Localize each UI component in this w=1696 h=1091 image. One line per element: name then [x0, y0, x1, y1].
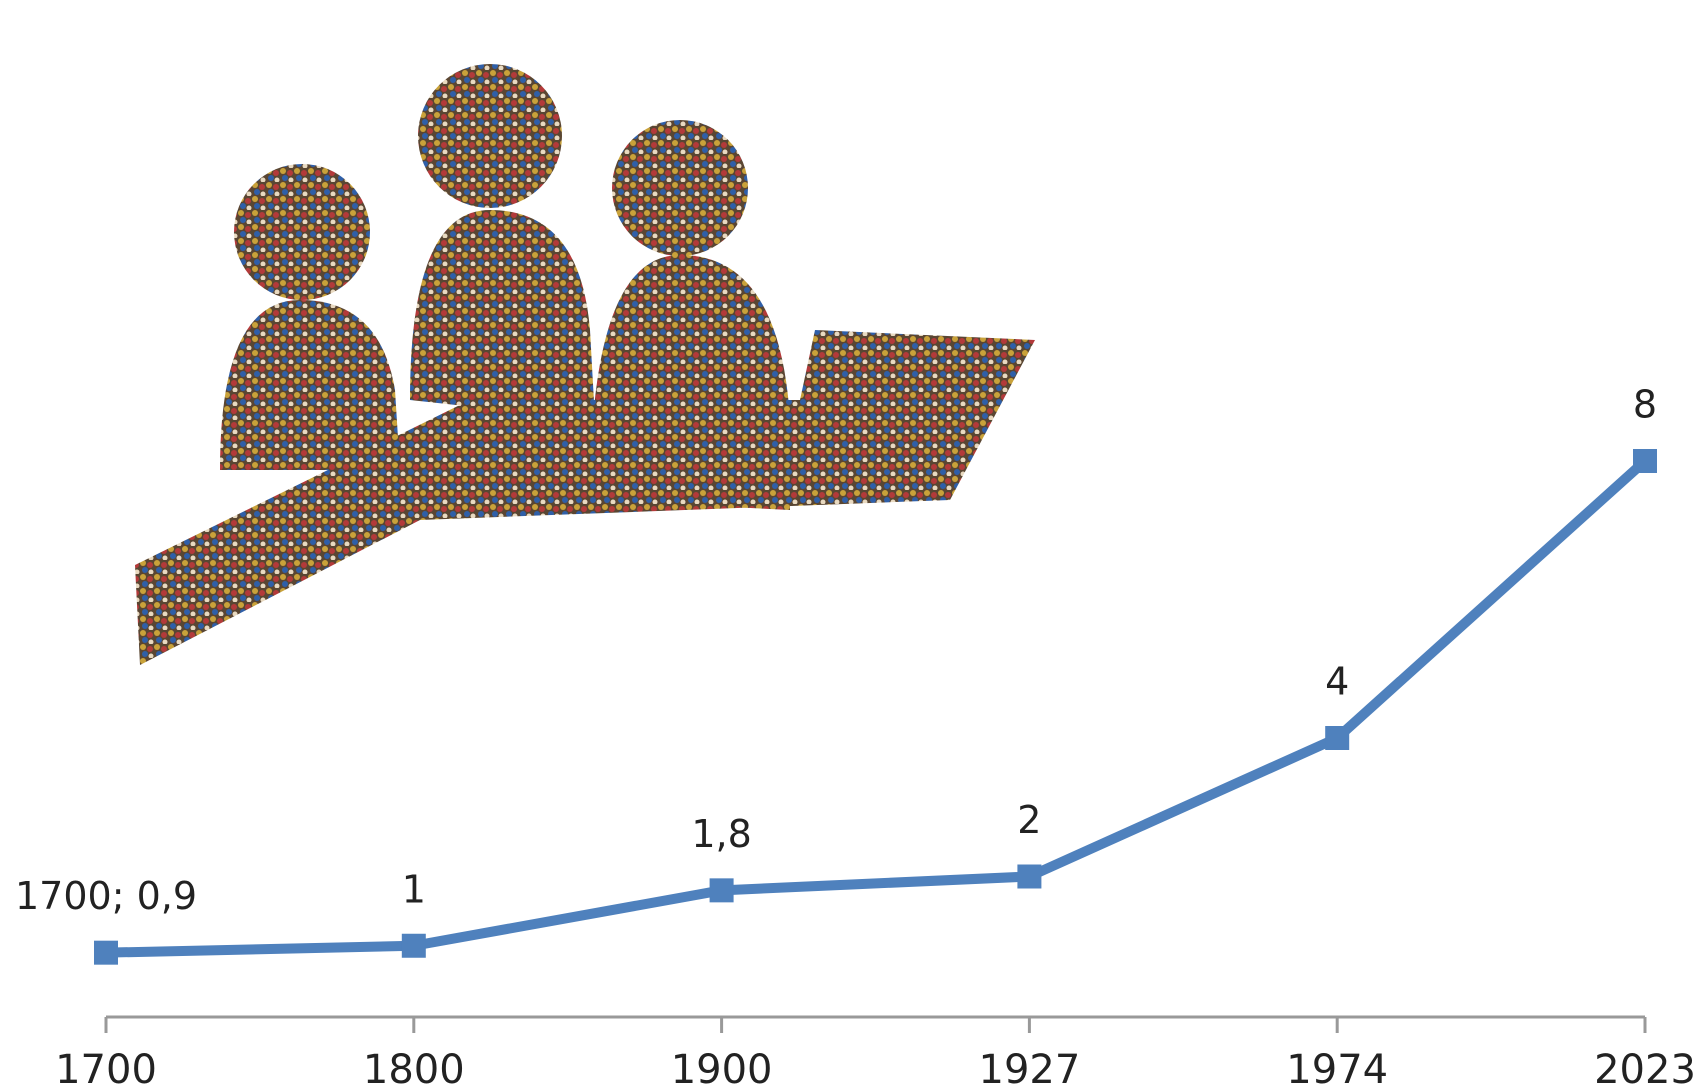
- x-tick-label: 1800: [363, 1047, 465, 1091]
- crowd-illustration: [135, 64, 1035, 665]
- value-label: 2: [1017, 798, 1041, 842]
- marker: [94, 941, 118, 965]
- value-label: 8: [1633, 383, 1657, 427]
- marker: [1017, 865, 1041, 889]
- x-tick-label: 1900: [671, 1047, 773, 1091]
- chart: 1700 1800 1900 1927 1974 2023 1700; 0,9 1 1,8 2 4 8: [0, 0, 1696, 1091]
- marker: [710, 878, 734, 902]
- marker: [1633, 449, 1657, 473]
- value-label: 1700; 0,9: [15, 874, 197, 918]
- marker: [402, 934, 426, 958]
- x-tick-label: 1927: [979, 1047, 1081, 1091]
- x-tick-label: 2023: [1594, 1047, 1696, 1091]
- x-tick-label: 1700: [55, 1047, 157, 1091]
- value-label: 4: [1325, 660, 1349, 704]
- x-tick-label: 1974: [1286, 1047, 1388, 1091]
- marker: [1325, 726, 1349, 750]
- value-label: 1,8: [691, 812, 751, 856]
- value-label: 1: [402, 867, 426, 911]
